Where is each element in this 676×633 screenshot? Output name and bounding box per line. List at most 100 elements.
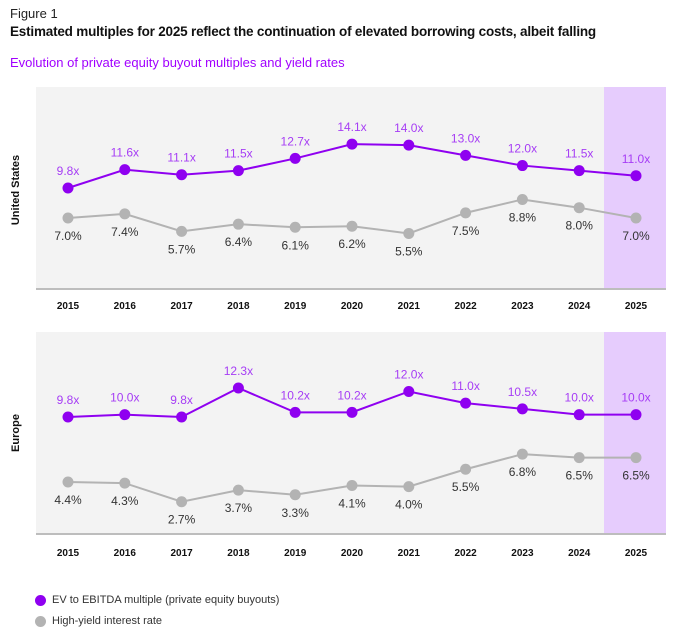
multiple-data-label: 10.0x [621, 391, 650, 405]
multiple-point [516, 160, 528, 172]
y-axis-label: United States [10, 155, 22, 225]
multiple-point [346, 406, 358, 418]
multiple-point [232, 165, 244, 177]
yield-point [346, 220, 358, 232]
multiple-point [460, 397, 472, 409]
multiple-data-label: 13.0x [451, 131, 480, 145]
yield-point [176, 496, 188, 508]
multiple-data-label: 9.8x [57, 164, 80, 178]
multiple-data-label: 12.7x [281, 134, 310, 148]
x-tick-label: 2018 [227, 548, 250, 559]
x-tick-label: 2017 [170, 548, 193, 559]
legend-item-yield: High-yield interest rate [35, 615, 162, 627]
yield-point [62, 476, 74, 488]
multiple-point [232, 382, 244, 394]
yield-point [516, 448, 528, 460]
yield-point [630, 452, 642, 464]
yield-point [119, 208, 131, 220]
multiple-point [176, 411, 188, 423]
yield-data-label: 6.2% [338, 237, 366, 251]
multiple-point [516, 403, 528, 415]
x-tick-label: 2020 [341, 301, 364, 312]
x-tick-label: 2025 [625, 301, 648, 312]
multiple-data-label: 11.1x [167, 151, 195, 165]
chart-title: Estimated multiples for 2025 reflect the… [10, 24, 596, 39]
multiple-data-label: 10.0x [110, 391, 139, 405]
x-tick-label: 2021 [398, 548, 421, 559]
multiple-point [119, 409, 131, 421]
yield-point [62, 212, 74, 224]
multiple-data-label: 11.0x [622, 152, 650, 166]
yield-data-label: 2.7% [168, 513, 196, 527]
x-tick-label: 2022 [454, 548, 477, 559]
multiple-point [176, 169, 188, 181]
multiple-data-label: 12.0x [508, 142, 537, 156]
x-tick-label: 2024 [568, 301, 591, 312]
yield-data-label: 4.4% [54, 493, 82, 507]
multiple-point [403, 139, 415, 151]
yield-data-label: 6.5% [622, 469, 650, 483]
yield-data-label: 5.7% [168, 242, 196, 256]
yield-point [176, 225, 188, 237]
x-tick-label: 2019 [284, 301, 307, 312]
yield-point [119, 477, 131, 489]
multiple-data-label: 9.8x [170, 393, 193, 407]
x-tick-label: 2018 [227, 301, 250, 312]
x-tick-label: 2025 [625, 548, 648, 559]
x-tick-label: 2016 [114, 301, 137, 312]
yield-data-label: 6.1% [282, 238, 310, 252]
figure-label: Figure 1 [10, 6, 58, 21]
forecast-highlight [604, 87, 666, 289]
yield-data-label: 6.8% [509, 465, 537, 479]
multiple-point [403, 385, 415, 397]
x-tick-label: 2019 [284, 548, 307, 559]
multiple-data-label: 11.5x [224, 147, 252, 161]
legend-label: EV to EBITDA multiple (private equity bu… [52, 594, 280, 606]
multiple-data-label: 11.0x [451, 379, 479, 393]
chart-subtitle: Evolution of private equity buyout multi… [10, 55, 345, 70]
yield-data-label: 7.5% [452, 224, 480, 238]
yield-point [232, 218, 244, 230]
multiple-data-label: 10.2x [281, 388, 310, 402]
yield-data-label: 4.3% [111, 494, 139, 508]
yield-point [460, 207, 472, 219]
multiple-data-label: 14.0x [394, 121, 423, 135]
yield-data-label: 4.0% [395, 498, 423, 512]
yield-point [346, 479, 358, 491]
yield-point [289, 221, 301, 233]
multiple-data-label: 11.5x [565, 147, 593, 161]
multiple-point [630, 170, 642, 182]
multiple-point [62, 182, 74, 194]
yield-point [573, 202, 585, 214]
multiple-point [630, 409, 642, 421]
multiple-point [119, 164, 131, 176]
panel-background [36, 87, 666, 289]
multiple-point [573, 409, 585, 421]
yield-data-label: 7.0% [622, 229, 650, 243]
x-tick-label: 2016 [114, 548, 137, 559]
multiple-data-label: 9.8x [57, 393, 80, 407]
yield-data-label: 5.5% [395, 244, 423, 258]
yield-data-label: 3.3% [282, 506, 310, 520]
yield-point [403, 481, 415, 493]
yield-data-label: 6.5% [566, 469, 594, 483]
multiple-data-label: 11.6x [111, 146, 139, 160]
multiple-point [573, 165, 585, 177]
x-tick-label: 2024 [568, 548, 591, 559]
x-tick-label: 2021 [398, 301, 421, 312]
multiple-data-label: 12.3x [224, 364, 253, 378]
x-tick-label: 2017 [170, 301, 193, 312]
multiple-point [460, 149, 472, 161]
multiple-point [289, 152, 301, 164]
multiple-data-label: 10.0x [565, 391, 594, 405]
legend-swatch-gray [35, 615, 46, 627]
multiple-data-label: 10.2x [337, 388, 366, 402]
yield-data-label: 4.1% [338, 496, 366, 510]
multiple-data-label: 12.0x [394, 367, 423, 381]
multiple-point [346, 138, 358, 150]
x-tick-label: 2015 [57, 301, 80, 312]
yield-data-label: 6.4% [225, 235, 253, 249]
yield-point [403, 227, 415, 239]
x-tick-label: 2023 [511, 301, 534, 312]
